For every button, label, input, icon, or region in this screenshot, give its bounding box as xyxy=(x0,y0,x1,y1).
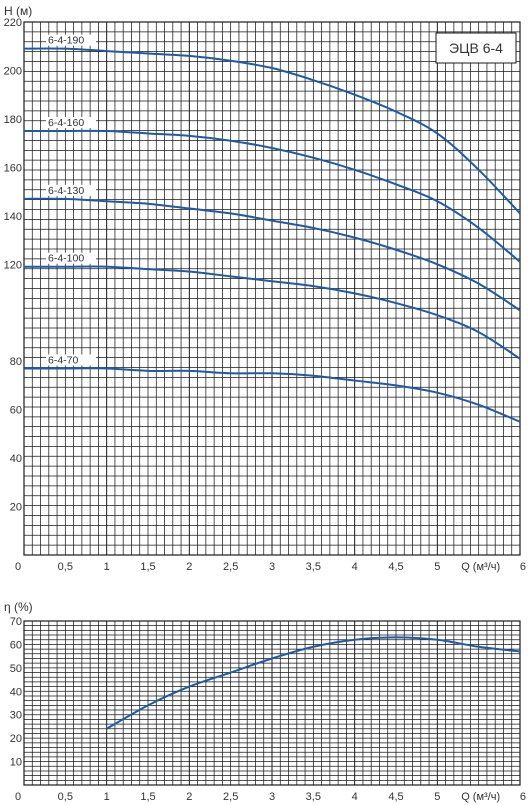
series-label-background xyxy=(46,34,96,46)
x-tick-label: 2 xyxy=(186,561,192,573)
x-tick-label: 1,5 xyxy=(140,561,155,573)
series-label: 6-4-190 xyxy=(48,35,84,47)
series-line-6-4-160 xyxy=(24,129,521,263)
x-tick-label: 3,5 xyxy=(306,791,321,803)
series-label-background xyxy=(46,117,96,129)
series-line-6-4-100 xyxy=(24,265,521,360)
x-tick-label: 3 xyxy=(269,791,275,803)
y-tick-label: 10 xyxy=(10,757,22,769)
x-tick-label: 1,5 xyxy=(140,791,155,803)
series-line-6-4-130 xyxy=(23,197,521,312)
y-tick-label: 20 xyxy=(10,733,22,745)
y-axis-title: η (%) xyxy=(4,600,33,614)
y-tick-label: 20 xyxy=(10,502,22,514)
x-tick-label: 5 xyxy=(434,561,440,573)
series-line-efficiency xyxy=(106,636,521,730)
x-axis-title: Q (м³/ч) xyxy=(461,561,500,573)
grid xyxy=(23,21,521,556)
y-tick-label: 160 xyxy=(4,162,22,174)
y-tick-label: 70 xyxy=(10,616,22,628)
series-label: 6-4-160 xyxy=(48,117,84,129)
y-tick-label: 40 xyxy=(10,453,22,465)
x-tick-label: 1 xyxy=(104,791,110,803)
series-label: 6-4-100 xyxy=(48,253,84,265)
y-tick-label: 60 xyxy=(10,405,22,417)
series-line-6-4-70 xyxy=(24,367,521,423)
x-tick-label: 0 xyxy=(15,561,21,573)
y-tick-label: 50 xyxy=(10,663,22,675)
x-tick-label: 4,5 xyxy=(388,791,403,803)
series-label-background xyxy=(46,184,96,196)
plot-border xyxy=(23,620,521,786)
x-tick-label: 6 xyxy=(520,561,526,573)
x-tick-label: 3,5 xyxy=(306,561,321,573)
series-label: 6-4-130 xyxy=(48,185,84,197)
y-tick-label: 200 xyxy=(4,65,22,77)
grid xyxy=(23,620,521,786)
x-tick-label: 2,5 xyxy=(223,561,238,573)
y-tick-label: 60 xyxy=(10,639,22,651)
y-tick-label: 30 xyxy=(10,710,22,722)
x-tick-label: 6 xyxy=(520,791,526,803)
y-tick-label: 180 xyxy=(4,114,22,126)
y-tick-label: 40 xyxy=(10,686,22,698)
x-tick-label: 2,5 xyxy=(223,791,238,803)
x-tick-label: 0 xyxy=(15,791,21,803)
x-tick-label: 4 xyxy=(352,791,358,803)
x-tick-label: 0,5 xyxy=(58,561,73,573)
x-tick-label: 3 xyxy=(269,561,275,573)
x-tick-label: 5 xyxy=(434,791,440,803)
efficiency-chart: η (%) 10 20 30 40 50 60 70 0 0,5 1 1,5 2 2,5 3 3,5 4 4,5 5… xyxy=(4,600,526,803)
x-tick-label: 4,5 xyxy=(388,561,403,573)
plot-border xyxy=(23,21,521,556)
series-label-background xyxy=(46,252,96,264)
series-line-6-4-190 xyxy=(23,47,521,215)
x-tick-label: 1 xyxy=(104,561,110,573)
series-label: 6-4-70 xyxy=(48,354,79,366)
x-tick-label: 2 xyxy=(186,791,192,803)
series-label-background xyxy=(46,354,96,366)
x-axis-title: Q (м³/ч) xyxy=(461,791,500,803)
chart-name-label: ЭЦВ 6-4 xyxy=(449,40,503,56)
y-tick-label: 140 xyxy=(4,211,22,223)
chart-name-box xyxy=(435,32,517,64)
x-tick-label: 4 xyxy=(352,561,358,573)
x-tick-label: 0,5 xyxy=(58,791,73,803)
head-chart: H (м) 20 40 60 80 120 140 160 180 200 220 0 0,5 1 1,5 2… xyxy=(4,4,526,573)
y-tick-label: 80 xyxy=(10,356,22,368)
y-tick-label: 220 xyxy=(4,17,22,29)
y-axis-title: H (м) xyxy=(4,4,32,18)
y-tick-label: 120 xyxy=(4,259,22,271)
